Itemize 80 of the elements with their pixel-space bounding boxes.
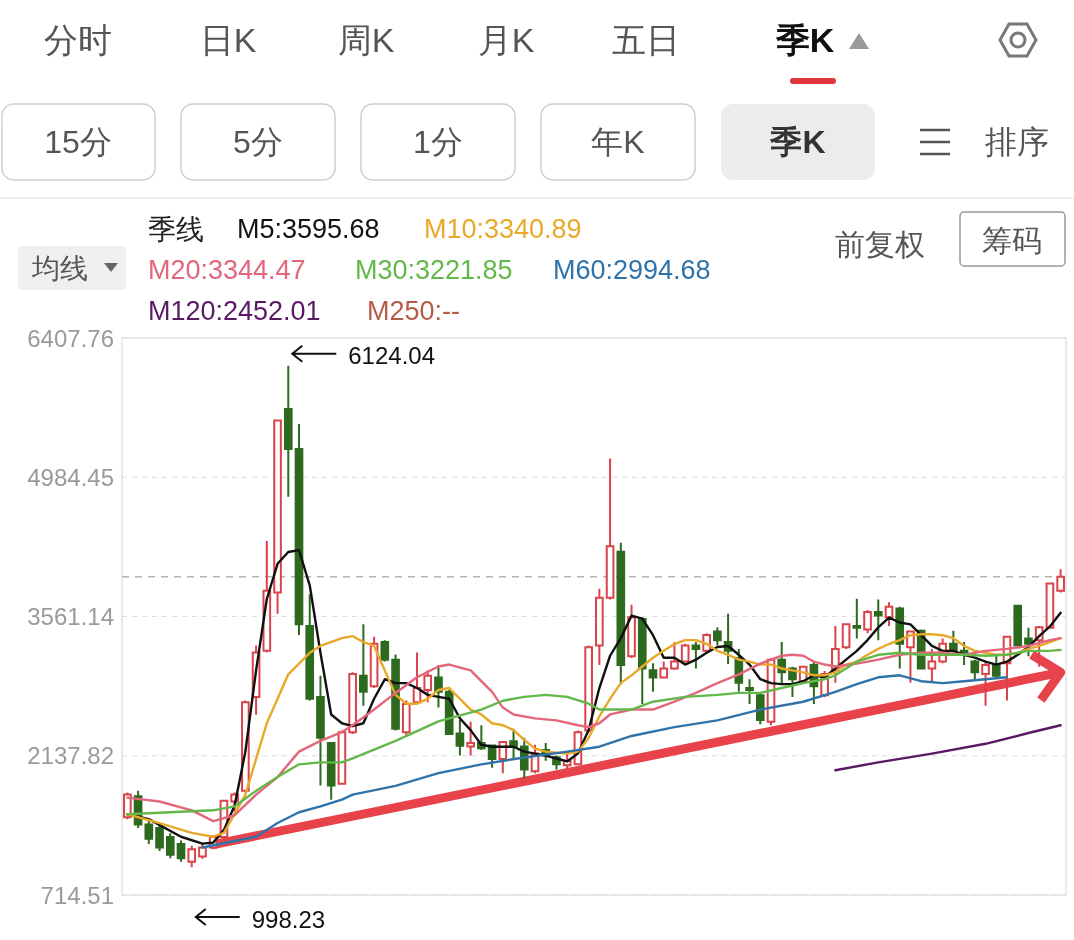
y-tick-label: 2137.82 — [27, 742, 114, 770]
candlestick — [884, 601, 894, 628]
candlestick — [927, 648, 937, 682]
annotation: 6124.04 — [348, 342, 436, 370]
text: 前复权 — [835, 227, 925, 261]
candlestick — [455, 718, 465, 757]
candlestick — [498, 740, 508, 775]
candlestick — [359, 623, 368, 707]
candlestick — [605, 457, 615, 601]
text: 五日 — [612, 21, 680, 59]
text: M30:3221.85 — [355, 255, 513, 285]
candlestick — [1013, 604, 1023, 647]
text: 周K — [337, 21, 395, 59]
candlestick — [863, 609, 872, 635]
candlestick — [401, 699, 411, 737]
candlestick — [380, 639, 390, 663]
candlestick — [713, 626, 722, 647]
candlestick — [1056, 568, 1065, 594]
candlestick — [841, 622, 851, 651]
candlestick — [873, 598, 883, 642]
text: 月K — [477, 21, 535, 59]
candlestick — [981, 661, 990, 707]
candlestick — [294, 423, 304, 636]
text: M10:3340.89 — [424, 214, 582, 244]
candlestick — [176, 839, 186, 863]
candlestick — [755, 692, 765, 726]
candlestick — [991, 653, 1001, 679]
candlestick — [852, 597, 862, 640]
candlestick — [283, 364, 293, 498]
line-series — [834, 724, 1062, 772]
candlestick — [659, 660, 669, 679]
candlestick — [434, 664, 443, 709]
text: 季K — [774, 21, 835, 59]
candlestick — [1024, 626, 1033, 658]
text: M5:3595.68 — [237, 214, 380, 244]
text: 1分 — [413, 124, 463, 160]
candlestick — [423, 669, 433, 704]
y-tick-label: 3561.14 — [27, 603, 114, 630]
candlestick — [691, 641, 701, 670]
candlestick — [198, 842, 207, 860]
text: 筹码 — [982, 223, 1042, 257]
text: 分时 — [44, 21, 112, 59]
candlestick — [648, 662, 658, 693]
text: 均线 — [31, 252, 88, 284]
legend-label: M250:-- — [367, 296, 461, 326]
candlestick — [326, 742, 336, 801]
candlestick — [165, 832, 175, 860]
candlestick — [466, 720, 475, 757]
legend-title: 季线 — [148, 213, 204, 245]
text: 年K — [591, 124, 645, 160]
candlestick — [412, 651, 422, 704]
candlestick — [680, 642, 690, 664]
text: 5分 — [233, 124, 283, 160]
text: M20:3344.47 — [148, 255, 306, 285]
candlestick — [637, 617, 647, 705]
candlestick — [305, 593, 315, 702]
candlestick — [949, 629, 958, 654]
candlestick — [670, 641, 679, 671]
text: 15分 — [44, 124, 112, 160]
candlestick — [273, 419, 282, 615]
candlestick — [348, 671, 357, 736]
candlestick — [187, 844, 197, 869]
candlestick — [595, 587, 604, 667]
text: 季K — [769, 124, 826, 160]
y-tick-label: 714.51 — [40, 881, 114, 909]
candlestick — [906, 629, 915, 684]
text: 日K — [199, 21, 257, 59]
y-tick-label: 6407.76 — [27, 324, 114, 352]
candlestick — [316, 674, 325, 787]
candlestick — [627, 603, 636, 659]
text: 998.23 — [251, 905, 326, 933]
y-tick-label: 4984.45 — [27, 463, 114, 491]
candlestick — [970, 658, 980, 681]
candlestick — [144, 819, 154, 845]
text: 排序 — [985, 124, 1049, 160]
candlestick — [155, 823, 164, 853]
text: M60:2994.68 — [553, 255, 711, 285]
candlestick — [745, 678, 754, 705]
text: M120:2452.01 — [148, 296, 321, 326]
candlestick — [616, 541, 626, 686]
